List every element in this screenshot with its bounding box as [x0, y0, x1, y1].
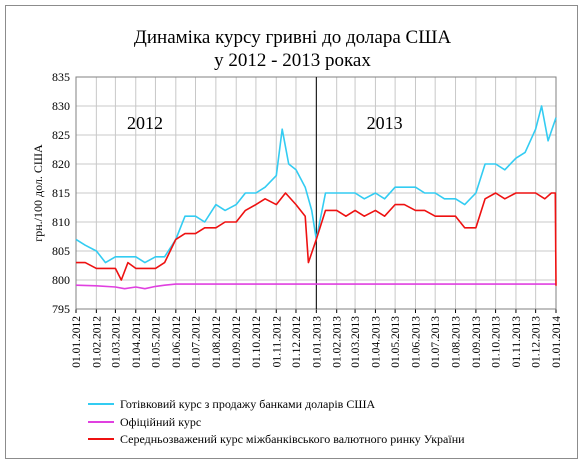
x-tick-label-13: 01.02.2013 — [332, 316, 344, 368]
x-tick-label-7: 01.08.2012 — [211, 316, 223, 368]
legend-item-interbank: Середньозважений курс міжбанківського ва… — [88, 432, 465, 446]
x-tick-label-0: 01.01.2012 — [71, 316, 83, 368]
x-tick-label-23: 01.12.2013 — [531, 316, 543, 368]
chart-title: Динаміка курсу гривні до долара США — [133, 27, 452, 48]
annotation-year-2012: 2012 — [127, 113, 163, 133]
y-tick-label-7: 830 — [52, 99, 70, 113]
y-tick-label-1: 800 — [52, 273, 70, 287]
legend-label-interbank: Середньозважений курс міжбанківського ва… — [120, 431, 465, 446]
x-tick-label-9: 01.10.2012 — [251, 316, 263, 368]
x-tick-label-5: 01.06.2012 — [171, 316, 183, 368]
x-tick-label-2: 01.03.2012 — [110, 316, 122, 368]
legend-item-official: Офіційний курс — [88, 415, 201, 429]
x-tick-label-10: 01.11.2012 — [271, 316, 283, 368]
y-tick-label-8: 835 — [52, 70, 70, 84]
x-tick-label-1: 01.02.2012 — [91, 316, 103, 368]
y-tick-label-4: 815 — [52, 186, 70, 200]
x-tick-label-12: 01.01.2013 — [311, 316, 323, 368]
x-tick-label-11: 01.12.2012 — [291, 316, 303, 368]
x-tick-label-6: 01.07.2012 — [191, 316, 203, 368]
y-tick-label-3: 810 — [52, 215, 70, 229]
legend-swatch-interbank — [88, 438, 114, 440]
chart-subtitle: у 2012 - 2013 роках — [214, 50, 371, 71]
x-tick-label-3: 01.04.2012 — [131, 316, 143, 368]
legend-item-cash: Готівковий курс з продажу банками доларі… — [88, 397, 375, 411]
legend-label-cash: Готівковий курс з продажу банками доларі… — [120, 396, 376, 411]
x-tick-label-4: 01.05.2012 — [150, 316, 162, 368]
x-tick-label-24: 01.01.2014 — [551, 316, 563, 368]
legend-swatch-cash — [88, 403, 114, 405]
annotation-year-2013: 2013 — [367, 113, 403, 133]
x-tick-label-15: 01.04.2013 — [370, 316, 382, 368]
y-tick-label-5: 820 — [52, 157, 70, 171]
x-tick-label-14: 01.03.2013 — [350, 316, 362, 368]
y-axis-label: грн./100 дол. США — [31, 144, 45, 242]
series-line-interbank — [76, 192, 557, 286]
x-tick-label-20: 01.09.2013 — [471, 316, 483, 368]
y-tick-label-6: 825 — [52, 128, 70, 142]
x-tick-label-21: 01.10.2013 — [491, 316, 503, 368]
legend-swatch-official — [88, 421, 114, 423]
x-tick-label-8: 01.09.2012 — [231, 316, 243, 368]
x-tick-label-22: 01.11.2013 — [511, 316, 523, 368]
x-tick-label-17: 01.06.2013 — [410, 316, 422, 368]
y-tick-label-2: 805 — [52, 244, 70, 258]
y-tick-label-0: 795 — [52, 302, 70, 316]
chart-frame — [5, 5, 578, 459]
x-tick-label-19: 01.08.2013 — [451, 316, 463, 368]
legend-label-official: Офіційний курс — [120, 414, 202, 429]
series-line-cash — [75, 105, 557, 264]
x-tick-label-18: 01.07.2013 — [430, 316, 442, 368]
x-tick-label-16: 01.05.2013 — [390, 316, 402, 368]
series-line-official — [75, 283, 556, 290]
